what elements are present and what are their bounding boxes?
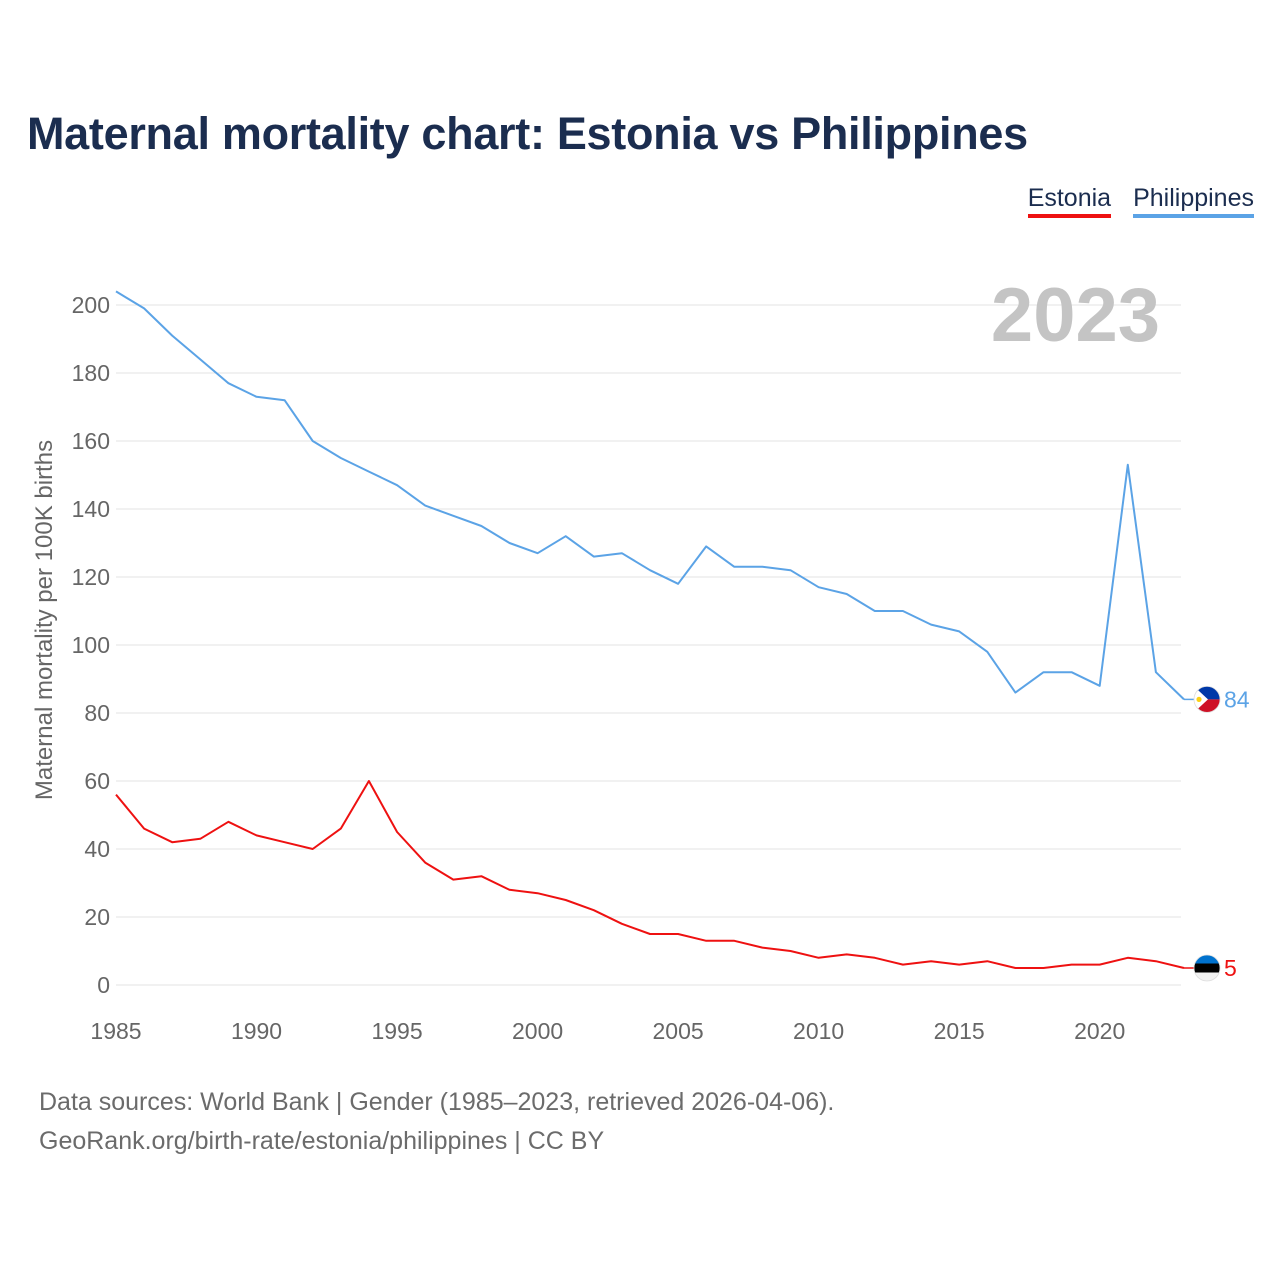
footer-credit[interactable]: GeoRank.org/birth-rate/estonia/philippin… bbox=[39, 1127, 605, 1155]
x-tick-label: 2005 bbox=[653, 1018, 704, 1044]
y-tick-label: 0 bbox=[97, 972, 110, 998]
y-tick-label: 80 bbox=[84, 700, 110, 726]
y-tick-label: 180 bbox=[72, 360, 110, 386]
x-tick-label: 2000 bbox=[512, 1018, 563, 1044]
y-tick-label: 40 bbox=[84, 836, 110, 862]
x-tick-label: 1990 bbox=[231, 1018, 282, 1044]
estonia-flag-icon bbox=[1193, 954, 1221, 982]
x-tick-label: 2010 bbox=[793, 1018, 844, 1044]
y-tick-label: 160 bbox=[72, 428, 110, 454]
end-value-label-philippines: 84 bbox=[1224, 686, 1250, 712]
legend: Estonia Philippines bbox=[1027, 184, 1254, 218]
x-tick-label: 2015 bbox=[934, 1018, 985, 1044]
y-tick-label: 120 bbox=[72, 564, 110, 590]
chart-title: Maternal mortality chart: Estonia vs Phi… bbox=[27, 108, 1028, 159]
x-tick-label: 1995 bbox=[371, 1018, 422, 1044]
legend-item-estonia[interactable]: Estonia bbox=[1027, 184, 1112, 218]
x-tick-label: 1985 bbox=[90, 1018, 141, 1044]
y-tick-label: 20 bbox=[84, 904, 110, 930]
x-tick-label: 2020 bbox=[1074, 1018, 1125, 1044]
y-tick-label: 200 bbox=[72, 292, 110, 318]
series-line-philippines bbox=[115, 290, 1185, 701]
footer-source: Data sources: World Bank | Gender (1985–… bbox=[39, 1088, 835, 1116]
year-label: 2023 bbox=[991, 273, 1160, 358]
legend-item-philippines[interactable]: Philippines bbox=[1133, 184, 1254, 218]
y-tick-label: 60 bbox=[84, 768, 110, 794]
philippines-flag-icon bbox=[1193, 686, 1221, 713]
y-axis-label: Maternal mortality per 100K births bbox=[31, 440, 58, 800]
end-value-label-estonia: 5 bbox=[1224, 955, 1237, 981]
series-line-estonia bbox=[115, 780, 1185, 969]
y-tick-label: 100 bbox=[72, 632, 110, 658]
y-tick-label: 140 bbox=[72, 496, 110, 522]
